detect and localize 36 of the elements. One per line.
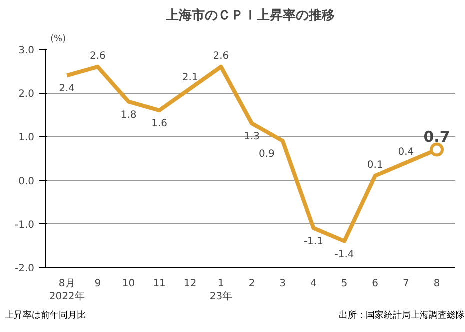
data-label: -1.4	[334, 249, 354, 260]
x-tick-label: 9	[94, 278, 102, 290]
x-tick-label: 12	[184, 278, 197, 290]
y-tick-label: 3.0	[18, 46, 35, 56]
x-tick-label: 4	[310, 278, 317, 290]
data-label: 1.3	[244, 132, 260, 143]
y-tick-label: 0.0	[18, 176, 35, 188]
data-label: 1.6	[152, 118, 168, 130]
data-label: 0.7	[424, 128, 450, 146]
data-label: 2.6	[90, 50, 106, 62]
chart-title: 上海市のＣＰＩ上昇率の推移	[165, 8, 335, 22]
x-tick-label: 1 23年	[210, 278, 233, 303]
x-tick-label: 5	[341, 278, 348, 290]
data-label: 2.6	[213, 50, 230, 62]
y-tick-label: 2.0	[18, 89, 35, 100]
y-tick-label: 1.0	[18, 132, 35, 144]
x-tick-label: 11	[153, 278, 166, 290]
x-tick-label: 8月 2022年	[49, 278, 85, 303]
text: 出所：国家統計局上海調査総隊	[339, 310, 465, 323]
data-label: 2.1	[182, 72, 198, 84]
y-axis-title: (%)	[50, 34, 66, 44]
y-tick-label: -1.0	[14, 220, 35, 231]
x-tick-label: 6	[372, 278, 379, 290]
data-label: 1.8	[120, 110, 137, 121]
text: 上昇率は前年同月比	[5, 310, 86, 323]
data-label: 2.4	[59, 84, 76, 95]
x-tick-label: 2	[248, 278, 256, 290]
data-label: 0.9	[258, 149, 275, 160]
data-label: 0.1	[367, 160, 384, 171]
data-label: -1.1	[304, 236, 324, 248]
x-tick-label: 3	[280, 278, 286, 290]
x-tick-label: 10	[122, 278, 136, 290]
x-tick-label: 7	[402, 278, 410, 290]
y-tick-label: -2.0	[14, 264, 35, 274]
data-label: 0.4	[398, 146, 414, 158]
x-tick-label: 8	[434, 278, 440, 290]
